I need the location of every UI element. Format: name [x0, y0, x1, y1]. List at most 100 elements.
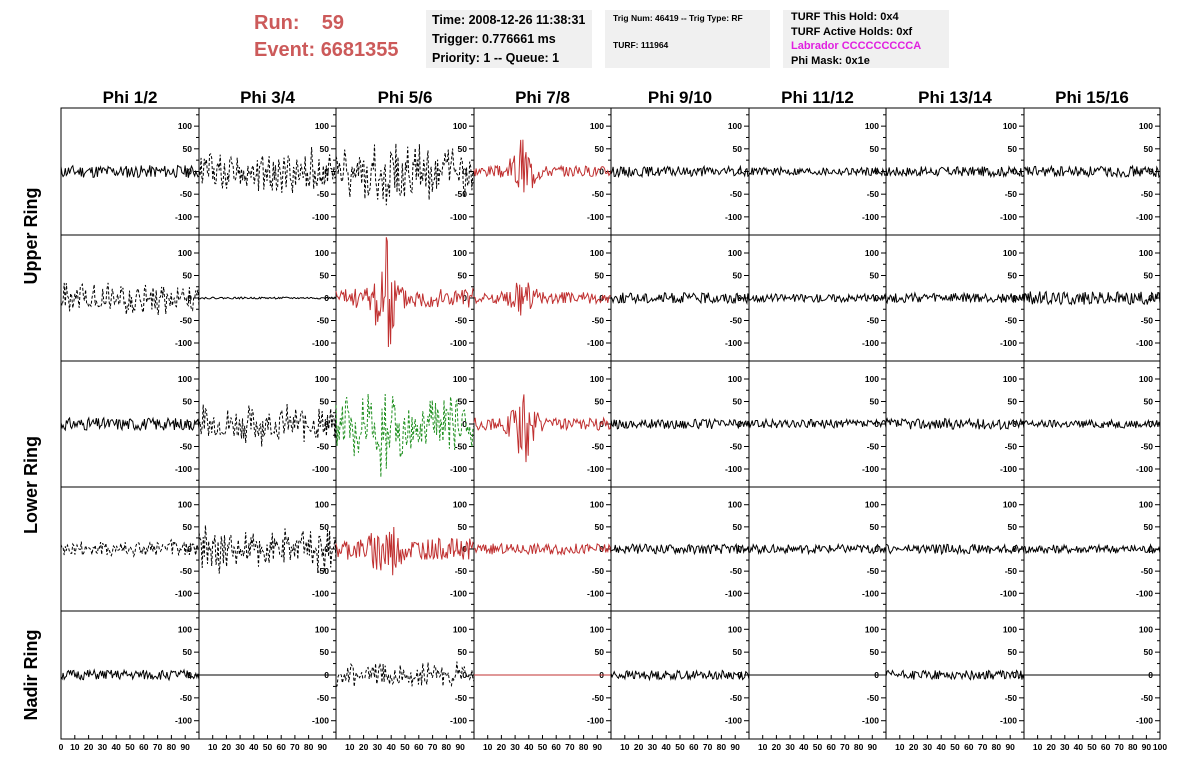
y-tick-label: -50 — [592, 693, 605, 703]
y-tick-label: 100 — [728, 500, 742, 510]
waveform-trace — [748, 542, 887, 556]
waveform-trace — [60, 164, 200, 179]
y-tick-label: -50 — [867, 316, 880, 326]
x-tick-label: 20 — [1046, 742, 1056, 752]
y-tick-label: -50 — [867, 693, 880, 703]
y-tick-label: -50 — [180, 566, 193, 576]
x-tick-label: 90 — [1142, 742, 1152, 752]
y-tick-label: -100 — [725, 338, 742, 348]
x-tick-label: 40 — [524, 742, 534, 752]
x-tick-label: 60 — [1101, 742, 1111, 752]
y-tick-label: -100 — [1136, 716, 1153, 726]
y-tick-label: -50 — [1141, 693, 1154, 703]
y-tick-label: -100 — [587, 464, 604, 474]
x-tick-label: 90 — [455, 742, 465, 752]
y-tick-label: -50 — [317, 693, 330, 703]
y-tick-label: 50 — [1144, 271, 1154, 281]
trig-num-text: Trig Num: 46419 -- Trig Type: RF — [613, 13, 743, 23]
x-tick-label: 90 — [318, 742, 328, 752]
waveform-trace — [610, 669, 750, 682]
waveform-trace — [335, 661, 475, 688]
y-tick-label: -100 — [1000, 588, 1017, 598]
y-tick-label: 0 — [1148, 419, 1153, 429]
x-tick-label: 70 — [153, 742, 163, 752]
x-tick-label: 30 — [1060, 742, 1070, 752]
waveform-trace — [748, 417, 887, 429]
x-tick-label: 30 — [923, 742, 933, 752]
x-tick-label: 30 — [785, 742, 795, 752]
y-tick-label: -50 — [180, 442, 193, 452]
run-event-label: Run: 59 Event: 6681355 — [254, 10, 399, 64]
y-tick-label: 50 — [1144, 144, 1154, 154]
y-tick-label: -50 — [730, 693, 743, 703]
waveform-trace — [60, 282, 200, 315]
y-tick-label: 50 — [1008, 144, 1018, 154]
waveform-trace — [748, 292, 887, 304]
waveform-trace — [610, 417, 750, 430]
x-tick-label: 40 — [249, 742, 259, 752]
y-tick-label: -50 — [455, 316, 468, 326]
y-tick-label: 100 — [1003, 624, 1017, 634]
y-tick-label: -100 — [862, 338, 879, 348]
y-tick-label: -50 — [592, 316, 605, 326]
y-tick-label: -50 — [592, 566, 605, 576]
x-tick-label: 70 — [290, 742, 300, 752]
y-tick-label: 0 — [737, 167, 742, 177]
y-tick-label: 0 — [1012, 167, 1017, 177]
y-tick-label: 50 — [1144, 397, 1154, 407]
y-tick-label: -50 — [730, 566, 743, 576]
waveform-trace — [198, 402, 337, 447]
waveform-trace — [1023, 290, 1161, 306]
y-tick-label: -100 — [312, 716, 329, 726]
y-tick-label: -50 — [1005, 189, 1018, 199]
x-tick-label: 60 — [139, 742, 149, 752]
y-tick-label: 50 — [870, 271, 880, 281]
y-tick-label: 0 — [462, 419, 467, 429]
x-tick-label: 30 — [235, 742, 245, 752]
x-tick-label: 60 — [689, 742, 699, 752]
y-tick-label: -50 — [180, 693, 193, 703]
y-tick-label: 0 — [874, 544, 879, 554]
y-tick-label: 100 — [590, 500, 604, 510]
x-tick-label: 50 — [950, 742, 960, 752]
column-header: Phi 15/16 — [1055, 88, 1129, 107]
waveform-trace — [198, 525, 337, 574]
y-tick-label: 100 — [315, 121, 329, 131]
waveform-trace — [60, 538, 200, 558]
x-tick-label: 10 — [895, 742, 905, 752]
x-tick-label: 70 — [703, 742, 713, 752]
y-tick-label: -100 — [862, 716, 879, 726]
y-tick-label: -50 — [317, 566, 330, 576]
y-tick-label: 0 — [462, 670, 467, 680]
y-tick-label: -50 — [730, 316, 743, 326]
y-tick-label: 50 — [1144, 647, 1154, 657]
y-tick-label: -100 — [1136, 588, 1153, 598]
column-header: Phi 1/2 — [103, 88, 158, 107]
y-tick-label: -100 — [1136, 464, 1153, 474]
y-tick-label: -100 — [587, 212, 604, 222]
x-tick-label: 70 — [978, 742, 988, 752]
y-tick-label: 100 — [1139, 121, 1153, 131]
y-tick-label: -100 — [725, 588, 742, 598]
x-tick-label: 40 — [1074, 742, 1084, 752]
column-header: Phi 5/6 — [378, 88, 433, 107]
x-tick-label: 60 — [551, 742, 561, 752]
x-tick-label: 10 — [208, 742, 218, 752]
y-tick-label: 100 — [1139, 500, 1153, 510]
waveform-trace — [60, 416, 200, 432]
x-tick-label: 90 — [593, 742, 603, 752]
row-label: Upper Ring — [21, 188, 41, 285]
y-tick-label: -100 — [1000, 212, 1017, 222]
y-tick-label: -50 — [317, 189, 330, 199]
y-tick-label: -50 — [317, 316, 330, 326]
waveform-trace — [60, 668, 200, 682]
y-tick-label: 100 — [1003, 500, 1017, 510]
y-tick-label: -50 — [867, 189, 880, 199]
y-tick-label: 50 — [595, 144, 605, 154]
y-tick-label: -50 — [730, 189, 743, 199]
y-tick-label: 50 — [458, 144, 468, 154]
y-tick-label: 0 — [462, 167, 467, 177]
x-tick-label: 30 — [98, 742, 108, 752]
x-tick-label: 10 — [483, 742, 493, 752]
y-tick-label: -50 — [592, 189, 605, 199]
